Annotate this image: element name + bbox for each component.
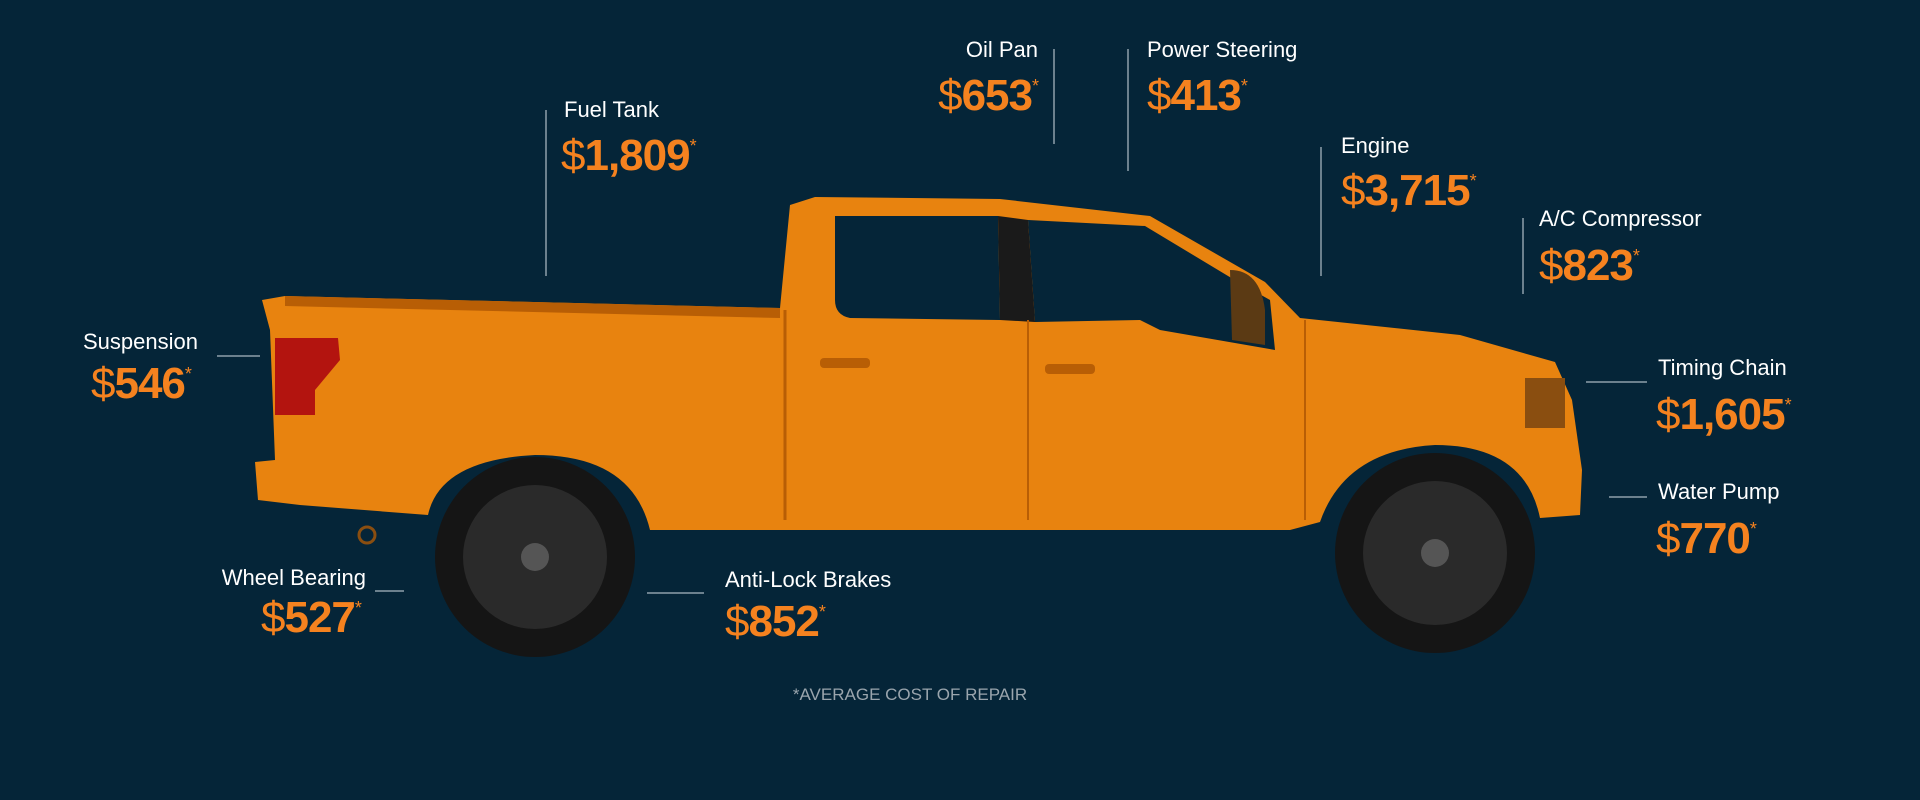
part-cost: $852* — [725, 597, 826, 646]
part-cost: $770* — [1656, 514, 1757, 563]
currency: $ — [1539, 241, 1563, 290]
amount: 852 — [748, 597, 818, 646]
currency: $ — [725, 597, 749, 646]
part-name: Oil Pan — [966, 37, 1038, 62]
amount: 653 — [962, 71, 1032, 120]
asterisk: * — [819, 602, 826, 622]
asterisk: * — [1470, 171, 1477, 191]
amount: 527 — [284, 593, 354, 642]
part-cost: $653* — [938, 71, 1039, 120]
part-name: A/C Compressor — [1539, 206, 1702, 231]
part-cost: $1,605* — [1656, 390, 1792, 439]
currency: $ — [261, 593, 285, 642]
part-name: Anti-Lock Brakes — [725, 567, 891, 592]
part-cost: $1,809* — [561, 131, 697, 180]
part-name: Suspension — [83, 329, 198, 354]
asterisk: * — [1633, 246, 1640, 266]
amount: 770 — [1679, 514, 1749, 563]
part-cost: $823* — [1539, 241, 1640, 290]
amount: 3,715 — [1364, 166, 1470, 215]
part-name: Water Pump — [1658, 479, 1779, 504]
part-cost: $413* — [1147, 71, 1248, 120]
part-cost: $527* — [261, 593, 362, 642]
currency: $ — [561, 131, 585, 180]
currency: $ — [1341, 166, 1365, 215]
part-cost: $546* — [91, 359, 192, 408]
amount: 546 — [114, 359, 184, 408]
amount: 413 — [1170, 71, 1240, 120]
amount: 1,809 — [584, 131, 689, 180]
part-name: Wheel Bearing — [222, 565, 366, 590]
part-name: Engine — [1341, 133, 1410, 158]
currency: $ — [91, 359, 115, 408]
amount: 823 — [1562, 241, 1632, 290]
currency: $ — [1656, 514, 1680, 563]
currency: $ — [938, 71, 962, 120]
asterisk: * — [355, 598, 362, 618]
footnote: *AVERAGE COST OF REPAIR — [793, 685, 1027, 704]
asterisk: * — [1032, 76, 1039, 96]
asterisk: * — [185, 364, 192, 384]
part-cost: $3,715* — [1341, 166, 1477, 215]
part-name: Timing Chain — [1658, 355, 1787, 380]
asterisk: * — [690, 136, 697, 156]
asterisk: * — [1750, 519, 1757, 539]
currency: $ — [1656, 390, 1680, 439]
leader-lines — [217, 49, 1647, 594]
part-name: Fuel Tank — [564, 97, 660, 122]
asterisk: * — [1241, 76, 1248, 96]
asterisk: * — [1785, 395, 1792, 415]
truck — [255, 197, 1582, 657]
amount: 1,605 — [1679, 390, 1785, 439]
currency: $ — [1147, 71, 1171, 120]
part-name: Power Steering — [1147, 37, 1297, 62]
